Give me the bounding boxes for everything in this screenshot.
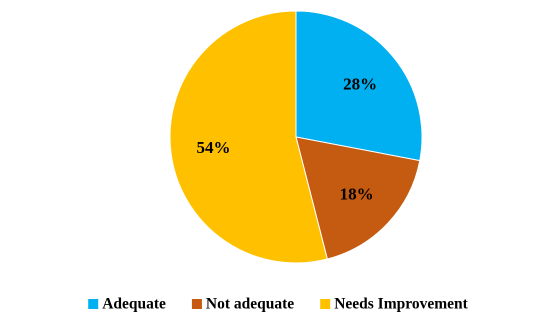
legend-label-adequate: Adequate [102,296,166,313]
pie-slice-labels: 28% 18% 54% [197,74,378,203]
pie-slice-label-adequate: 28% [343,74,377,93]
legend-label-not-adequate: Not adequate [206,296,294,313]
pie-slice-adequate [295,10,423,162]
pie-slice-not-adequate [295,136,421,260]
legend-marker-needs-improvement [320,299,331,309]
pie-slice-label-not-adequate: 18% [340,184,374,203]
legend-label-needs-improvement: Needs Improvement [334,296,468,313]
pie-slice-needs-improvement [169,10,328,264]
legend-marker-adequate [88,299,99,309]
legend-marker-not-adequate [191,299,202,309]
pie-slice-label-needs-improvement: 54% [197,138,231,157]
pie-slices [169,10,423,264]
legend: Adequate Not adequate Needs Improvement [88,296,469,313]
